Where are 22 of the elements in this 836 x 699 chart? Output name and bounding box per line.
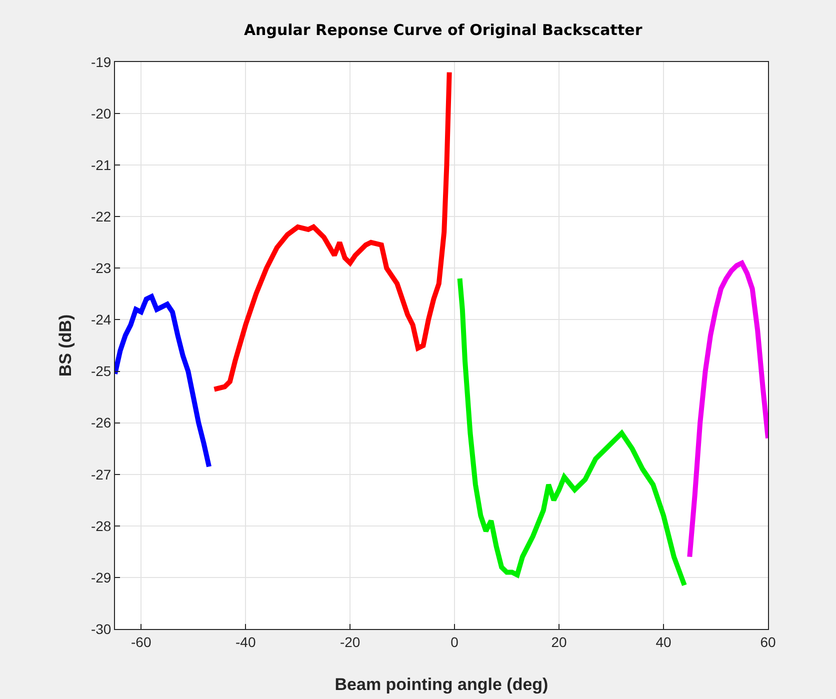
y-tick-label: -25 bbox=[90, 363, 112, 380]
x-tick-label: 20 bbox=[551, 634, 568, 650]
chart-title: Angular Reponse Curve of Original Backscatter bbox=[244, 20, 643, 39]
y-tick-label: -28 bbox=[90, 518, 112, 534]
x-tick-label: -60 bbox=[131, 634, 152, 650]
y-tick-label: -20 bbox=[90, 105, 112, 122]
y-tick-label: -24 bbox=[90, 312, 112, 328]
y-tick-label: -30 bbox=[90, 620, 112, 637]
x-tick-label: -40 bbox=[235, 634, 256, 650]
y-tick-label: -26 bbox=[90, 414, 112, 431]
x-axis-title: Beam pointing angle (deg) bbox=[334, 675, 548, 694]
y-axis-title: BS (dB) bbox=[56, 314, 75, 377]
x-tick-label: 40 bbox=[656, 634, 672, 650]
x-tick-label: -20 bbox=[340, 634, 360, 650]
x-tick-label: 60 bbox=[760, 634, 776, 650]
y-tick-label: -23 bbox=[90, 260, 112, 276]
y-tick-label: -22 bbox=[90, 208, 112, 225]
x-tick-label: 0 bbox=[450, 634, 459, 650]
y-tick-label: -29 bbox=[90, 569, 112, 586]
y-tick-label: -21 bbox=[90, 156, 112, 173]
y-tick-label: -27 bbox=[90, 466, 112, 482]
y-tick-label: -19 bbox=[90, 54, 112, 70]
